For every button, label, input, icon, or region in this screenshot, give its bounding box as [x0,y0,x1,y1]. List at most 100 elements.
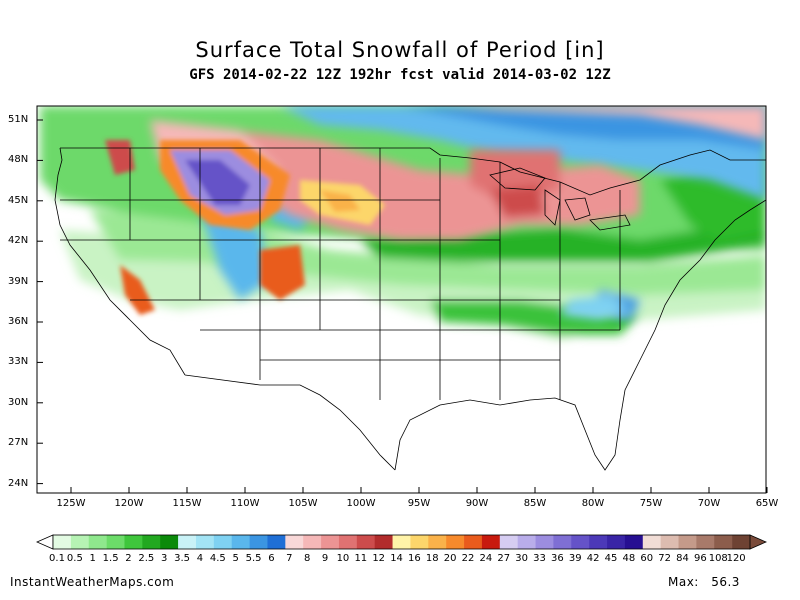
legend-label: 120 [726,553,746,564]
legend-label: 6 [268,553,275,564]
lat-label: 51N [8,114,29,125]
legend-swatch [285,535,304,549]
legend-label: 3 [161,553,168,564]
lat-label: 33N [8,356,29,368]
legend-swatch [106,535,125,549]
legend-label: 2.5 [138,553,155,564]
legend-swatch [571,535,590,549]
legend-swatch [517,535,536,549]
legend-swatch [464,535,483,549]
legend-swatch [732,535,751,549]
legend-swatch [249,535,268,549]
lon-label: 70W [697,498,721,509]
legend-label: 39 [568,553,582,564]
legend-label: 4.5 [209,553,226,564]
legend-swatch [303,535,322,549]
legend-label: 2 [125,553,132,564]
legend-swatch [642,535,661,549]
legend-label: 14 [390,553,403,564]
lat-label: 30N [8,396,29,408]
legend-swatch [374,535,393,549]
legend-swatch [142,535,161,549]
legend-swatch [267,535,286,549]
legend-label: 84 [676,553,689,564]
lat-label: 36N [8,316,29,327]
lat-label: 24N [8,477,29,489]
legend-label: 10 [336,553,350,564]
legend-label: 4 [196,553,204,564]
legend-swatch [589,535,608,549]
legend-label: 108 [708,553,728,564]
legend-label: 18 [425,553,439,564]
legend-swatch [124,535,143,549]
legend-swatch [195,535,215,549]
lat-label: 27N [8,437,29,449]
lat-label: 45N [8,194,29,206]
lon-label: 120W [114,498,144,509]
lon-label: 115W [172,498,202,509]
legend-swatch [428,535,447,549]
legend-swatch [53,535,72,549]
lon-label: 110W [230,498,260,509]
lat-label: 42N [8,235,29,247]
legend-swatch [660,535,679,549]
legend-label: 60 [640,553,654,564]
site-name: InstantWeatherMaps.com [10,575,175,589]
lon-label: 90W [465,498,489,509]
legend-swatch [553,535,572,549]
legend-swatch [321,535,340,549]
legend-label: 20 [443,553,457,564]
legend-label: 27 [497,553,511,564]
lon-label: 80W [581,498,605,509]
legend-label: 96 [694,553,707,564]
max-readout: Max: 56.3 [668,575,740,589]
legend-bar [36,534,767,550]
legend-swatch [481,535,501,549]
lon-label: 85W [523,498,547,509]
lon-label: 100W [346,498,376,509]
legend-label: 16 [408,553,421,564]
legend-label: 45 [604,553,618,564]
legend-label: 42 [586,553,600,564]
legend-label: 3.5 [174,553,191,564]
legend-swatch [535,535,554,549]
legend-label: 11 [354,553,368,564]
axis-ticks [37,119,768,493]
very-heavy-snow-core [105,140,385,315]
legend-swatch [70,535,90,549]
legend-swatch [338,535,358,549]
legend-swatch [678,535,697,549]
plot-frame [36,105,767,494]
max-value: 56.3 [711,575,740,589]
legend-label: 12 [372,553,386,564]
legend-label: 0.1 [49,553,65,564]
lat-label: 48N [8,154,29,166]
legend-swatch [356,535,375,549]
legend-swatch [696,535,715,549]
map-subtitle: GFS 2014-02-22 12Z 192hr fcst valid 2014… [189,67,611,83]
legend-swatch [499,535,518,549]
map-borders [54,147,766,471]
legend-label: 48 [622,553,636,564]
legend-swatch [410,535,429,549]
legend-swatch [88,535,107,549]
legend-swatch [213,535,233,549]
legend-label: 30 [515,553,529,564]
legend-frame [52,534,751,550]
lon-label: 105W [288,498,318,509]
legend-arrow-left [36,534,54,550]
lon-label: 95W [407,498,431,509]
legend-label: 0.5 [66,553,83,564]
legend-label: 24 [479,553,493,564]
lon-label: 125W [56,498,86,509]
legend-label: 33 [533,553,546,564]
legend-swatch [392,535,411,549]
legend-swatch [714,535,733,549]
legend-swatch [231,535,250,549]
legend-label: 36 [551,553,564,564]
legend-arrow-right [749,534,767,550]
legend-swatch [607,535,626,549]
lon-label: 75W [639,498,663,509]
legend-label: 1.5 [102,553,119,564]
